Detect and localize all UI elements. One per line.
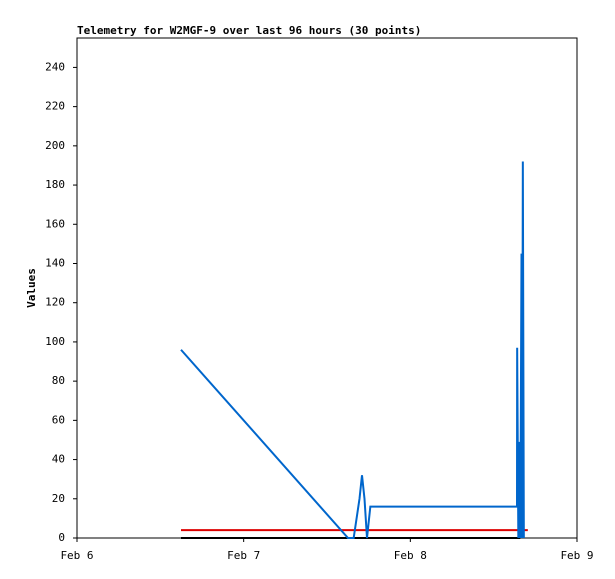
x-tick-label: Feb 6 [60, 549, 93, 562]
y-tick-label: 80 [52, 374, 65, 387]
x-tick-label: Feb 7 [227, 549, 260, 562]
y-tick-label: 200 [45, 139, 65, 152]
y-tick-label: 100 [45, 335, 65, 348]
chart-title: Telemetry for W2MGF-9 over last 96 hours… [77, 24, 421, 37]
y-tick-label: 220 [45, 100, 65, 113]
y-tick-label: 140 [45, 256, 65, 269]
y-tick-label: 120 [45, 296, 65, 309]
y-tick-label: 160 [45, 217, 65, 230]
series-line [180, 161, 525, 539]
x-tick-label: Feb 9 [560, 549, 593, 562]
x-tick-label: Feb 8 [394, 549, 427, 562]
y-tick-label: 180 [45, 178, 65, 191]
plot-frame [76, 37, 578, 539]
y-axis-label: Values [25, 268, 38, 308]
y-tick-label: 0 [58, 531, 65, 544]
y-tick-label: 60 [52, 413, 65, 426]
y-tick-label: 40 [52, 453, 65, 466]
y-tick-label: 20 [52, 492, 65, 505]
y-tick-label: 240 [45, 60, 65, 73]
